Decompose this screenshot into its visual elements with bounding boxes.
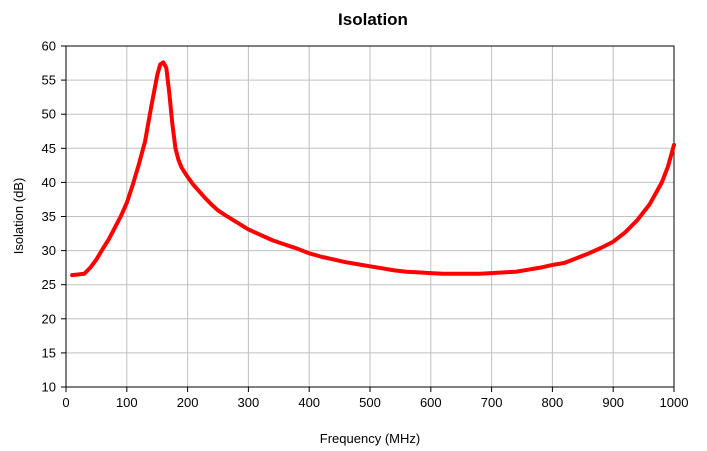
x-tick-label: 900 bbox=[602, 395, 624, 410]
y-tick-label: 30 bbox=[42, 243, 56, 258]
x-tick-label: 500 bbox=[359, 395, 381, 410]
series-line-isolation bbox=[70, 60, 676, 278]
y-tick-label: 35 bbox=[42, 209, 56, 224]
y-tick-label: 25 bbox=[42, 277, 56, 292]
y-tick-label: 50 bbox=[42, 107, 56, 122]
y-axis-title: Isolation (dB) bbox=[11, 178, 26, 255]
x-tick-label: 200 bbox=[177, 395, 199, 410]
y-tick-label: 45 bbox=[42, 141, 56, 156]
x-tick-label: 100 bbox=[116, 395, 138, 410]
series-layer bbox=[70, 60, 676, 278]
y-tick-label: 10 bbox=[42, 380, 56, 395]
axis-ticks: 0 100 200 300 400 500 600 700 800 900 1000 10 15 20 25… bbox=[42, 39, 689, 411]
x-tick-label: 600 bbox=[420, 395, 442, 410]
x-tick-label: 700 bbox=[481, 395, 503, 410]
y-tick-label: 15 bbox=[42, 345, 56, 360]
x-axis-title: Frequency (MHz) bbox=[320, 431, 420, 446]
x-tick-label: 400 bbox=[298, 395, 320, 410]
y-tick-label: 55 bbox=[42, 73, 56, 88]
gridlines bbox=[66, 46, 674, 387]
y-tick-label: 60 bbox=[42, 39, 56, 54]
x-tick-label: 1000 bbox=[660, 395, 689, 410]
chart-title: Isolation bbox=[338, 10, 408, 29]
y-tick-label: 20 bbox=[42, 311, 56, 326]
x-tick-label: 300 bbox=[238, 395, 260, 410]
y-tick-label: 40 bbox=[42, 175, 56, 190]
x-tick-label: 0 bbox=[62, 395, 69, 410]
x-tick-label: 800 bbox=[542, 395, 564, 410]
